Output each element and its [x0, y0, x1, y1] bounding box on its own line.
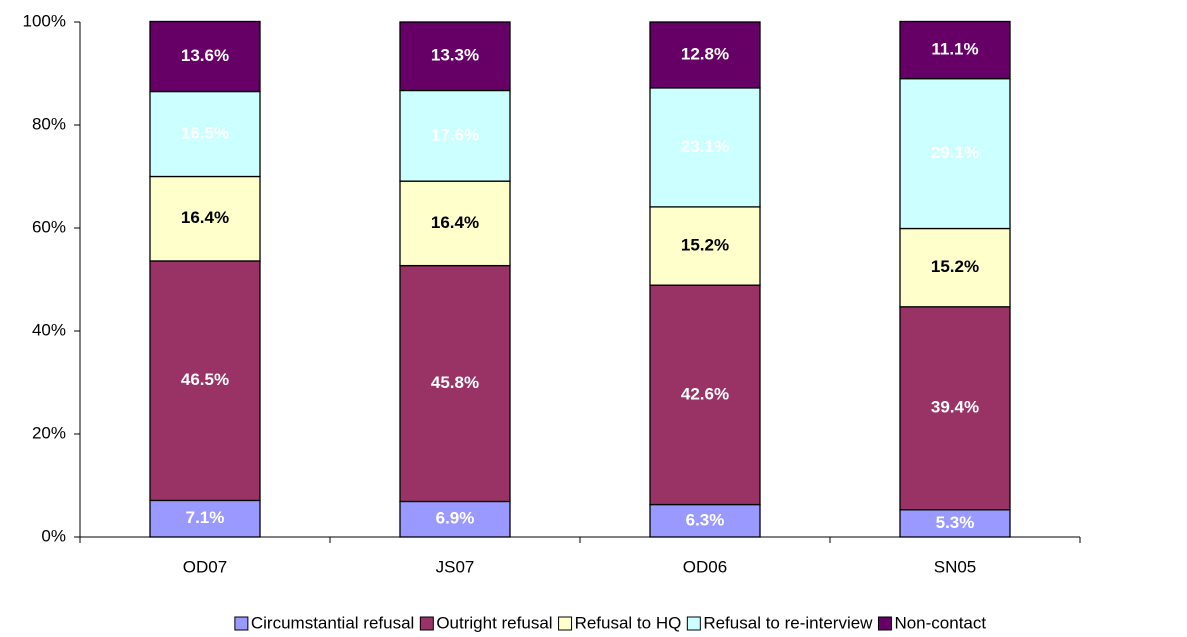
bar-segment: [149, 20, 261, 93]
bar-segment: [399, 89, 511, 182]
data-label: 39.4%: [931, 398, 979, 417]
x-tick-label: OD07: [183, 557, 227, 576]
y-tick-label: 60%: [32, 217, 66, 236]
y-tick-label: 0%: [41, 526, 66, 545]
data-label: 5.3%: [936, 513, 975, 532]
legend: Circumstantial refusal Outright refusal Re…: [234, 613, 986, 632]
data-label: 23.1%: [681, 137, 729, 156]
legend-swatch: [419, 616, 434, 631]
data-label: 16.4%: [431, 213, 479, 232]
data-label: 6.9%: [436, 509, 475, 528]
legend-swatch: [558, 616, 573, 631]
bar-segment: [149, 175, 261, 262]
data-label: 11.1%: [931, 40, 978, 59]
legend-swatch: [234, 616, 249, 631]
bar-segment: [399, 180, 511, 267]
data-label: 42.6%: [681, 384, 729, 403]
y-tick-label: 40%: [32, 320, 66, 339]
data-label: 15.2%: [681, 236, 729, 255]
data-label: 29.1%: [931, 143, 979, 162]
y-tick-label: 20%: [32, 423, 66, 442]
legend-swatch: [877, 616, 892, 631]
data-label: 7.1%: [186, 508, 225, 527]
bar-segment: [149, 499, 261, 538]
bar-segment: [649, 206, 761, 286]
data-label: 46.5%: [181, 370, 229, 389]
data-label: 12.8%: [681, 44, 729, 63]
bar-segment: [149, 260, 261, 502]
bar-segment: [149, 90, 261, 178]
data-label: 16.4%: [181, 208, 229, 227]
legend-swatch: [686, 616, 701, 631]
data-label: 6.3%: [686, 510, 725, 529]
bar-segment: [649, 21, 761, 89]
legend-label: Refusal to re-interview: [703, 613, 873, 632]
bar-segment: [899, 20, 1011, 80]
data-label: 45.8%: [431, 373, 479, 392]
data-label: 16.5%: [181, 123, 229, 142]
y-tick-label: 100%: [23, 11, 66, 30]
x-tick-label: OD06: [683, 557, 727, 576]
legend-label: Refusal to HQ: [575, 613, 682, 632]
x-tick-label: SN05: [934, 557, 977, 576]
legend-label: Outright refusal: [436, 613, 552, 632]
data-label: 15.2%: [931, 257, 979, 276]
bar-segment: [899, 227, 1011, 308]
bar-segment: [649, 87, 761, 208]
legend-label: Non-contact: [894, 613, 986, 632]
data-label: 13.6%: [181, 46, 229, 65]
bar-segment: [399, 21, 511, 92]
bar-segment: [399, 264, 511, 503]
y-tick-label: 80%: [32, 114, 66, 133]
bar-segment: [399, 500, 511, 538]
bar-segment: [649, 284, 761, 506]
data-label: 17.6%: [431, 125, 479, 144]
data-label: 13.3%: [431, 46, 479, 65]
x-tick-label: JS07: [436, 557, 475, 576]
bar-segment: [899, 509, 1011, 538]
bar-segment: [899, 306, 1011, 511]
legend-label: Circumstantial refusal: [251, 613, 414, 632]
